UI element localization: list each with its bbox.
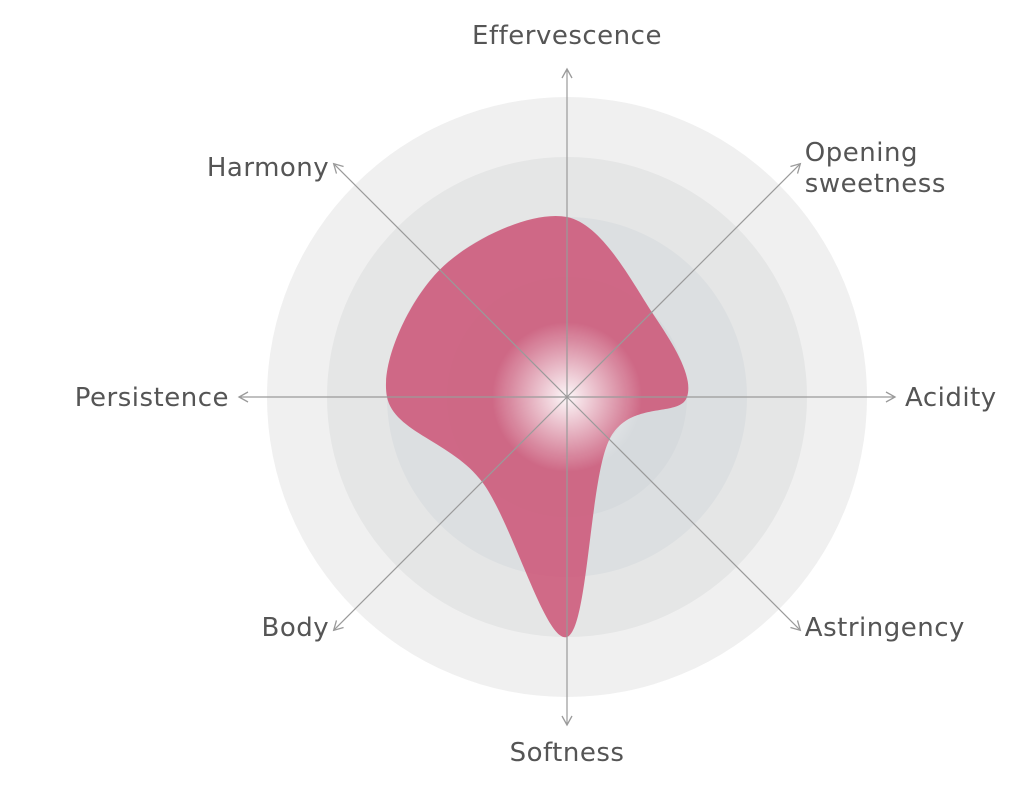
- axis-harmony: [332, 162, 568, 398]
- axis-label: Acidity: [905, 383, 997, 413]
- axis-label-line: Body: [262, 613, 330, 643]
- axis-label-line: Opening: [805, 138, 918, 168]
- axis-label: Astringency: [805, 613, 965, 643]
- axis-label-line: Persistence: [75, 383, 229, 413]
- axis-label-line: Astringency: [805, 613, 965, 643]
- axis-label-line: sweetness: [805, 169, 946, 199]
- axis-label: Persistence: [75, 383, 229, 413]
- axis-label: Softness: [510, 738, 625, 768]
- axis-opening-sweetness: [566, 162, 802, 398]
- axis-label: Harmony: [207, 153, 329, 183]
- axis-label-line: Effervescence: [472, 21, 662, 51]
- axis-label: Body: [262, 613, 330, 643]
- axis-astringency: [566, 396, 802, 632]
- axis-label-line: Acidity: [905, 383, 997, 413]
- axis-label-line: Harmony: [207, 153, 329, 183]
- axis-body: [332, 396, 568, 632]
- axis-label: Opening sweetness: [805, 138, 946, 199]
- radar-axes: [237, 67, 897, 727]
- axis-label-line: Softness: [510, 738, 625, 768]
- axis-labels: Effervescence Opening sweetness Acidity Astr…: [75, 21, 997, 768]
- axis-label: Effervescence: [472, 21, 662, 51]
